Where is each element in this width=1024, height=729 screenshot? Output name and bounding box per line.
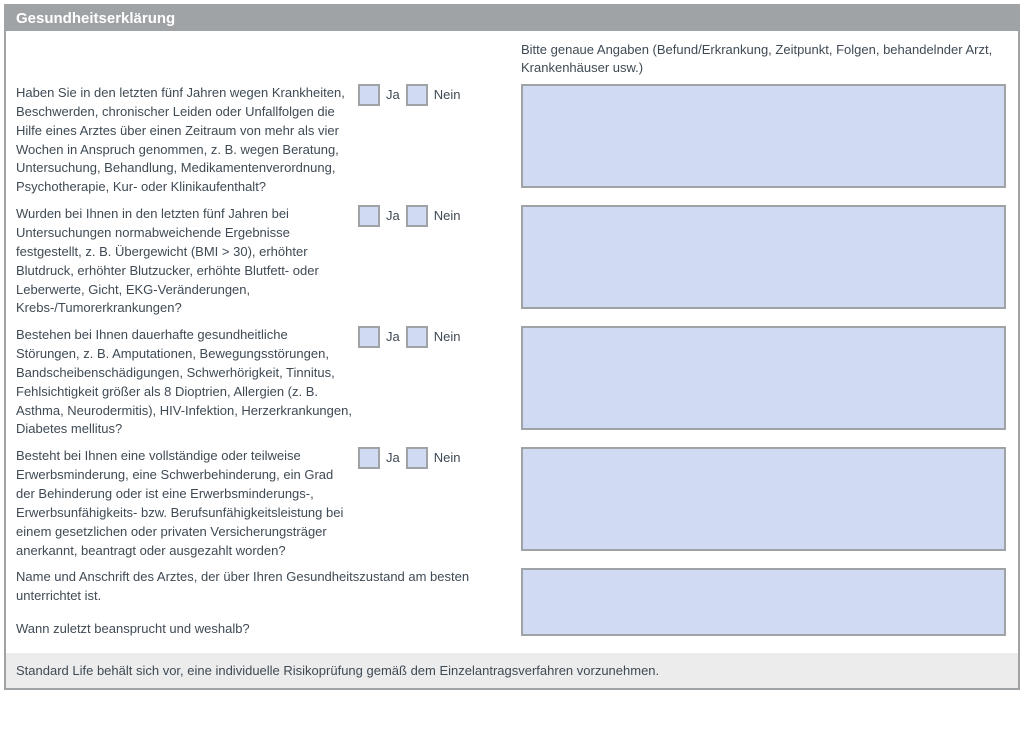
details-input-1[interactable] (521, 84, 1006, 188)
health-declaration-form: Gesundheitserklärung Bitte genaue Angabe… (4, 4, 1020, 690)
question-row-2: Wurden bei Ihnen in den letzten fünf Jah… (16, 205, 1008, 318)
label-yes: Ja (386, 205, 400, 227)
checkbox-q2-no[interactable] (406, 205, 428, 227)
footer-note: Standard Life behält sich vor, eine indi… (6, 653, 1018, 688)
question-text-5: Name und Anschrift des Arztes, der über … (16, 568, 521, 639)
question-text-5b: Wann zuletzt beansprucht und weshalb? (16, 620, 517, 639)
label-no: Nein (434, 205, 461, 227)
checkbox-q1-yes[interactable] (358, 84, 380, 106)
details-input-4[interactable] (521, 447, 1006, 551)
details-instructions: Bitte genaue Angaben (Befund/Erkrankung,… (521, 41, 1008, 76)
section-header: Gesundheitserklärung (6, 6, 1018, 31)
instructions-row: Bitte genaue Angaben (Befund/Erkrankung,… (16, 41, 1008, 76)
label-no: Nein (434, 84, 461, 106)
label-yes: Ja (386, 326, 400, 348)
question-text-4: Besteht bei Ihnen eine vollständige oder… (16, 447, 358, 560)
details-input-3[interactable] (521, 326, 1006, 430)
yes-no-group-4: Ja Nein (358, 447, 521, 469)
form-body: Bitte genaue Angaben (Befund/Erkrankung,… (6, 31, 1018, 639)
checkbox-q3-no[interactable] (406, 326, 428, 348)
checkbox-q2-yes[interactable] (358, 205, 380, 227)
question-text-5a: Name und Anschrift des Arztes, der über … (16, 568, 517, 606)
spacer (16, 41, 521, 76)
question-row-5: Name und Anschrift des Arztes, der über … (16, 568, 1008, 639)
yes-no-group-3: Ja Nein (358, 326, 521, 348)
question-text-1: Haben Sie in den letzten fünf Jahren weg… (16, 84, 358, 197)
section-title: Gesundheitserklärung (16, 10, 175, 27)
checkbox-q4-yes[interactable] (358, 447, 380, 469)
details-input-2[interactable] (521, 205, 1006, 309)
label-yes: Ja (386, 84, 400, 106)
checkbox-q4-no[interactable] (406, 447, 428, 469)
question-row-3: Bestehen bei Ihnen dauerhafte gesundheit… (16, 326, 1008, 439)
yes-no-group-2: Ja Nein (358, 205, 521, 227)
label-no: Nein (434, 447, 461, 469)
question-row-1: Haben Sie in den letzten fünf Jahren weg… (16, 84, 1008, 197)
label-yes: Ja (386, 447, 400, 469)
checkbox-q3-yes[interactable] (358, 326, 380, 348)
footer-text: Standard Life behält sich vor, eine indi… (16, 663, 659, 678)
question-text-2: Wurden bei Ihnen in den letzten fünf Jah… (16, 205, 358, 318)
yes-no-group-1: Ja Nein (358, 84, 521, 106)
question-row-4: Besteht bei Ihnen eine vollständige oder… (16, 447, 1008, 560)
checkbox-q1-no[interactable] (406, 84, 428, 106)
question-text-3: Bestehen bei Ihnen dauerhafte gesundheit… (16, 326, 358, 439)
details-input-5[interactable] (521, 568, 1006, 636)
label-no: Nein (434, 326, 461, 348)
